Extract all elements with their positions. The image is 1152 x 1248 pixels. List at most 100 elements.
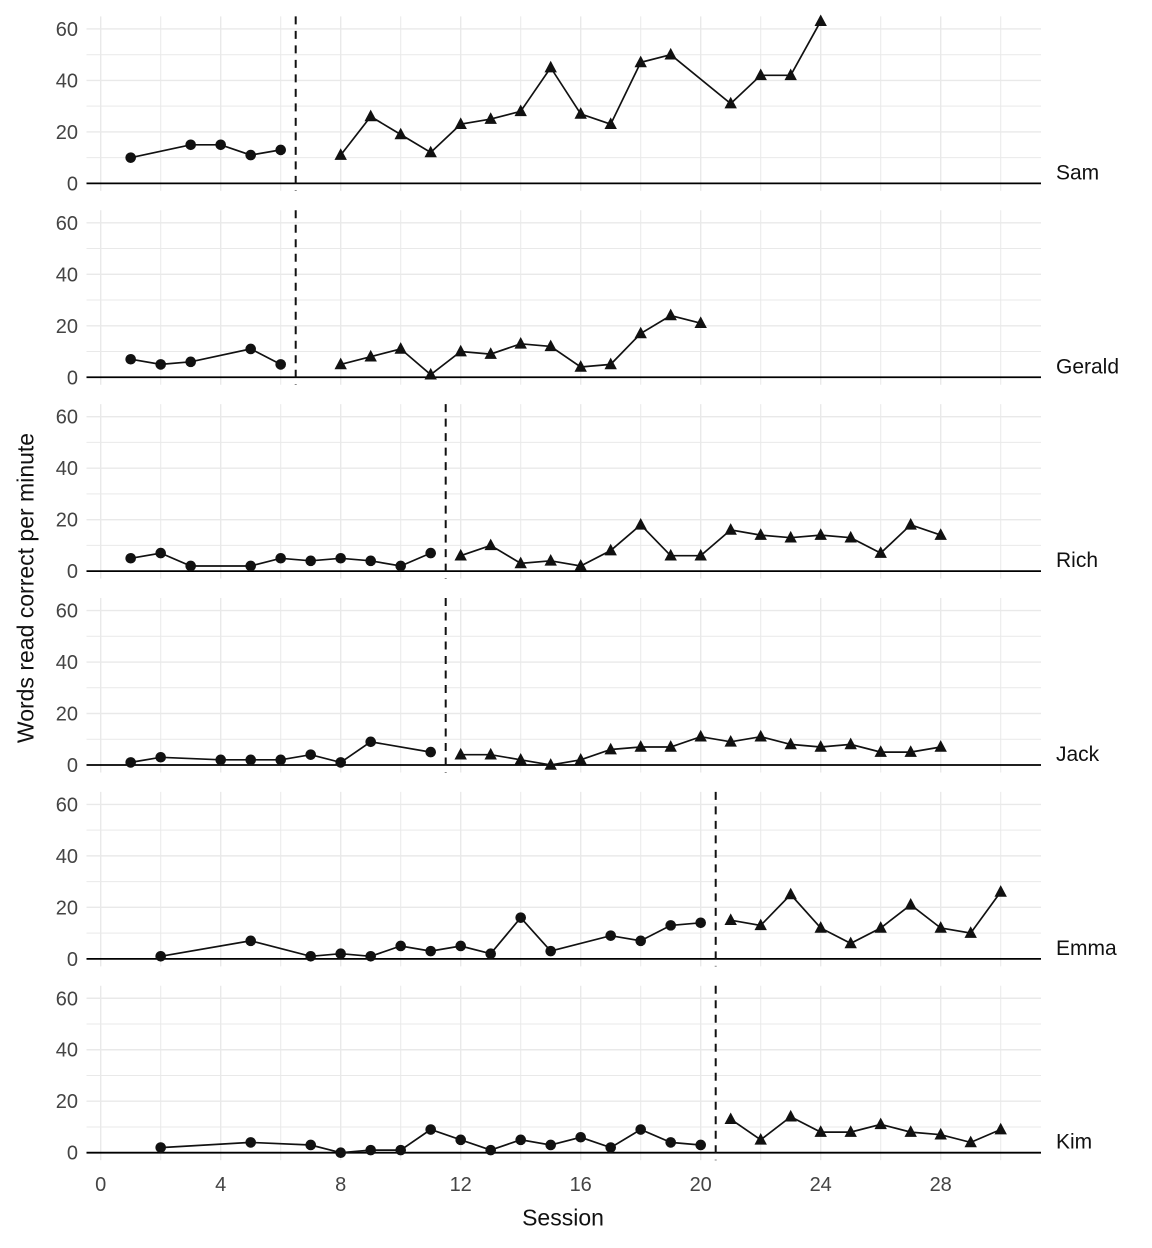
marker-circle — [305, 1139, 317, 1151]
marker-circle — [125, 353, 136, 365]
marker-triangle — [664, 308, 677, 321]
marker-triangle — [784, 737, 797, 750]
marker-circle — [305, 950, 317, 962]
series-line-intervention — [730, 1115, 1002, 1144]
marker-circle — [485, 1144, 497, 1156]
y-tick-label: 40 — [56, 70, 78, 92]
series-line-baseline — [160, 1128, 701, 1154]
marker-triangle — [334, 357, 347, 370]
x-tick-label: 4 — [215, 1174, 226, 1196]
marker-circle — [665, 920, 676, 931]
marker-triangle — [994, 885, 1007, 897]
y-tick-label: 0 — [67, 367, 78, 389]
marker-triangle — [844, 1125, 857, 1137]
marker-triangle — [574, 107, 587, 119]
y-tick-label: 20 — [56, 316, 78, 338]
marker-circle — [365, 1144, 377, 1156]
marker-triangle — [784, 1109, 797, 1122]
marker-triangle — [424, 145, 437, 158]
panel-label: Emma — [1056, 937, 1117, 960]
series-line-baseline — [130, 552, 432, 567]
marker-circle — [155, 547, 166, 559]
marker-circle — [365, 950, 377, 962]
marker-triangle — [874, 546, 887, 558]
marker-triangle — [814, 921, 827, 933]
marker-triangle — [634, 55, 647, 68]
marker-triangle — [514, 336, 527, 349]
marker-triangle — [754, 528, 767, 540]
marker-circle — [605, 1142, 616, 1153]
marker-triangle — [724, 1112, 737, 1125]
marker-circle — [545, 945, 556, 957]
marker-triangle — [634, 740, 647, 752]
y-tick-label: 20 — [56, 122, 78, 144]
marker-circle — [395, 1144, 407, 1156]
x-tick-label: 8 — [335, 1174, 346, 1196]
marker-circle — [245, 935, 256, 947]
marker-triangle — [754, 729, 767, 742]
marker-triangle — [784, 530, 797, 543]
x-tick-label: 28 — [930, 1174, 952, 1196]
marker-circle — [245, 560, 256, 572]
marker-circle — [155, 950, 166, 962]
marker-circle — [425, 746, 437, 758]
marker-triangle — [844, 737, 857, 750]
marker-triangle — [844, 936, 857, 949]
marker-circle — [245, 754, 256, 766]
marker-circle — [635, 935, 646, 947]
marker-triangle — [544, 554, 557, 566]
series-line-baseline — [130, 143, 281, 159]
marker-triangle — [814, 740, 827, 752]
marker-triangle — [724, 735, 737, 747]
x-tick-label: 0 — [95, 1174, 106, 1196]
x-tick-label: 12 — [450, 1174, 472, 1196]
marker-triangle — [514, 104, 527, 117]
marker-triangle — [964, 926, 977, 938]
y-tick-label: 40 — [56, 1040, 78, 1062]
marker-circle — [335, 552, 347, 564]
marker-triangle — [934, 740, 947, 752]
marker-triangle — [394, 342, 407, 354]
y-tick-label: 40 — [56, 652, 78, 674]
marker-triangle — [424, 367, 437, 380]
x-tick-label: 24 — [810, 1174, 832, 1196]
marker-triangle — [484, 347, 497, 359]
y-tick-label: 60 — [56, 19, 78, 41]
marker-triangle — [664, 47, 677, 60]
y-tick-label: 60 — [56, 988, 78, 1010]
marker-circle — [425, 945, 437, 957]
marker-circle — [515, 1134, 526, 1146]
marker-circle — [395, 940, 407, 952]
marker-circle — [125, 552, 136, 564]
y-tick-label: 60 — [56, 794, 78, 816]
marker-triangle — [784, 887, 797, 900]
marker-triangle — [604, 357, 617, 370]
marker-triangle — [934, 921, 947, 933]
y-tick-label: 20 — [56, 704, 78, 726]
marker-triangle — [964, 1135, 977, 1148]
marker-circle — [125, 757, 136, 768]
marker-circle — [245, 149, 256, 161]
marker-triangle — [484, 112, 497, 124]
y-tick-label: 60 — [56, 407, 78, 429]
marker-triangle — [904, 745, 917, 757]
marker-triangle — [394, 127, 407, 140]
marker-circle — [275, 754, 287, 766]
marker-triangle — [754, 68, 767, 81]
marker-triangle — [724, 913, 737, 926]
marker-triangle — [574, 360, 587, 372]
marker-circle — [275, 552, 287, 564]
marker-circle — [695, 917, 706, 929]
marker-triangle — [904, 1125, 917, 1137]
y-tick-label: 0 — [67, 1143, 78, 1165]
marker-triangle — [664, 740, 677, 752]
marker-triangle — [874, 921, 887, 933]
marker-circle — [185, 139, 196, 151]
marker-triangle — [364, 349, 377, 362]
marker-triangle — [904, 517, 917, 530]
marker-circle — [305, 555, 317, 567]
marker-circle — [155, 359, 166, 370]
marker-triangle — [664, 548, 677, 561]
